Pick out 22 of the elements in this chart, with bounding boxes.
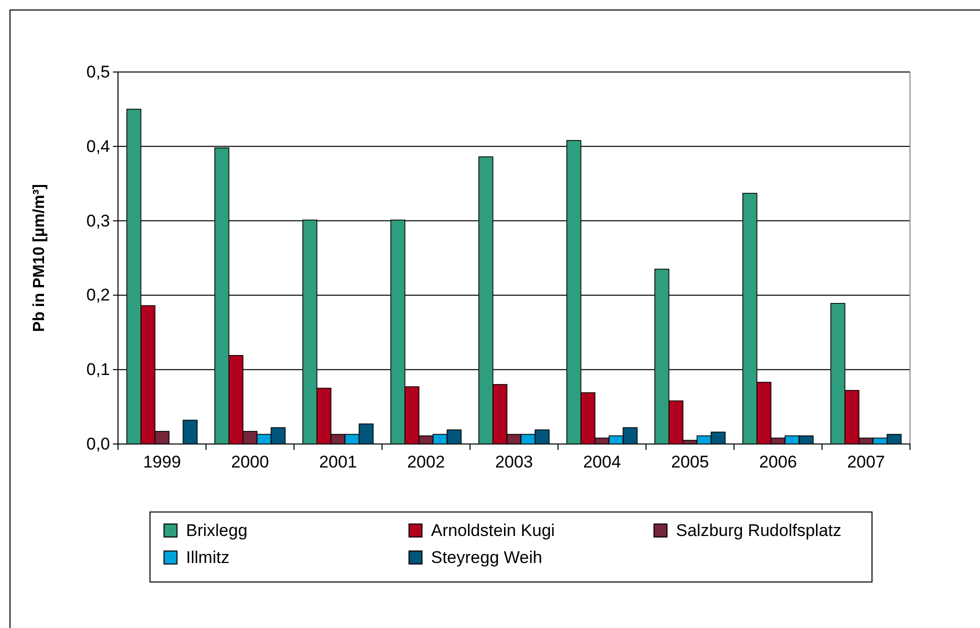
x-tick-label: 2005 xyxy=(671,452,709,472)
y-axis-title: Pb in PM10 [µm/m³] xyxy=(31,184,48,332)
y-tick-label: 0,5 xyxy=(86,62,110,82)
y-tick-label: 0,2 xyxy=(86,286,110,305)
x-tick-label: 1999 xyxy=(143,452,181,472)
x-tick-label: 2003 xyxy=(495,452,533,472)
x-tick-label: 2000 xyxy=(231,452,269,472)
legend-label: Steyregg Weih xyxy=(431,548,542,567)
y-tick-label: 0,1 xyxy=(86,360,110,380)
y-tick-label: 0,3 xyxy=(86,211,110,230)
legend-label: Brixlegg xyxy=(186,521,248,540)
bar xyxy=(182,420,198,444)
legend-label: Arnoldstein Kugi xyxy=(431,521,555,540)
legend-label: Salzburg Rudolfsplatz xyxy=(676,521,842,540)
x-tick-label: 2001 xyxy=(319,452,357,472)
y-tick-label: 0,0 xyxy=(86,434,110,454)
x-tick-label: 2002 xyxy=(407,452,445,472)
x-tick-label: 2004 xyxy=(583,452,621,472)
x-tick-label: 2007 xyxy=(847,452,885,472)
y-tick-label: 0,4 xyxy=(86,136,110,156)
legend-label: Illmitz xyxy=(186,548,230,567)
x-tick-label: 2006 xyxy=(759,452,797,472)
